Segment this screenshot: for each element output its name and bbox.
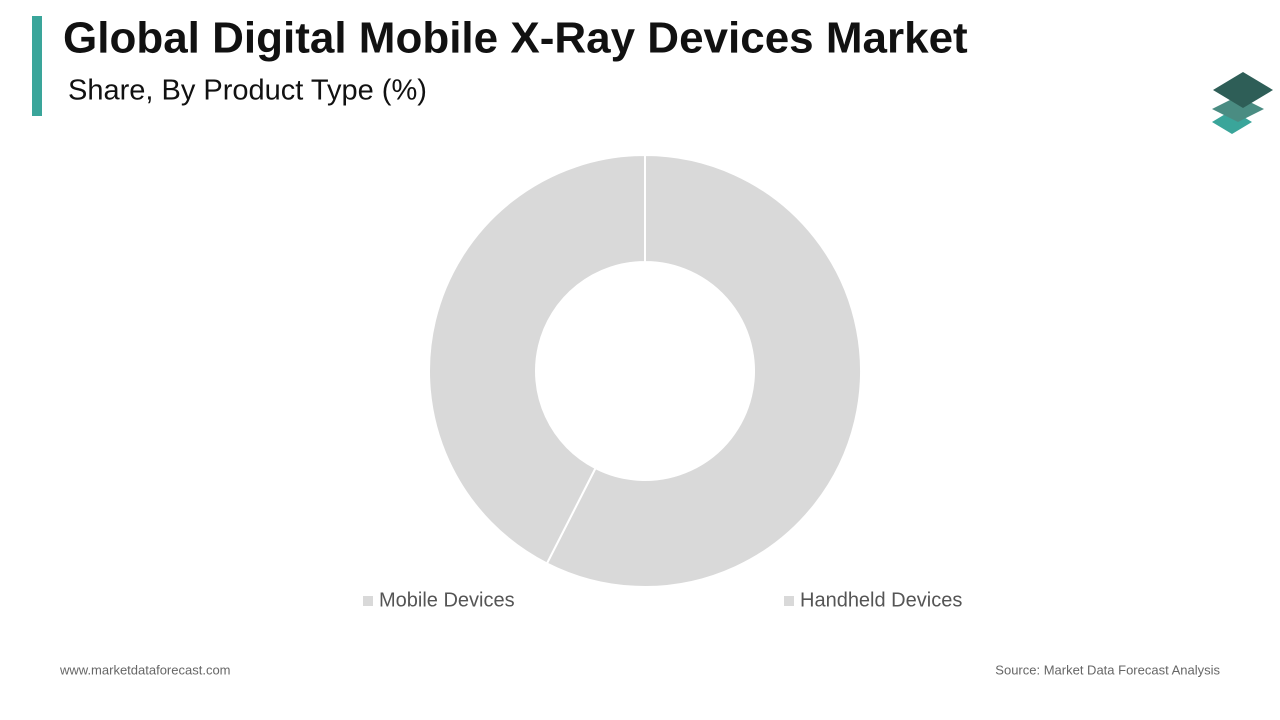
- title-accent-bar: [32, 16, 42, 116]
- footer-source: Source: Market Data Forecast Analysis: [995, 662, 1220, 677]
- donut-segment: [545, 153, 862, 588]
- logo: [1212, 72, 1273, 134]
- legend-label: Handheld Devices: [800, 589, 962, 611]
- donut-segment: [428, 153, 646, 565]
- legend-label: Mobile Devices: [379, 589, 515, 611]
- footer-website: www.marketdataforecast.com: [59, 662, 231, 677]
- chart-title: Global Digital Mobile X-Ray Devices Mark…: [63, 14, 968, 63]
- legend-swatch: [363, 596, 373, 606]
- plot-area: Mobile Devices Handheld Devices: [363, 153, 962, 611]
- chart-subtitle: Share, By Product Type (%): [68, 75, 427, 107]
- legend-swatch: [784, 596, 794, 606]
